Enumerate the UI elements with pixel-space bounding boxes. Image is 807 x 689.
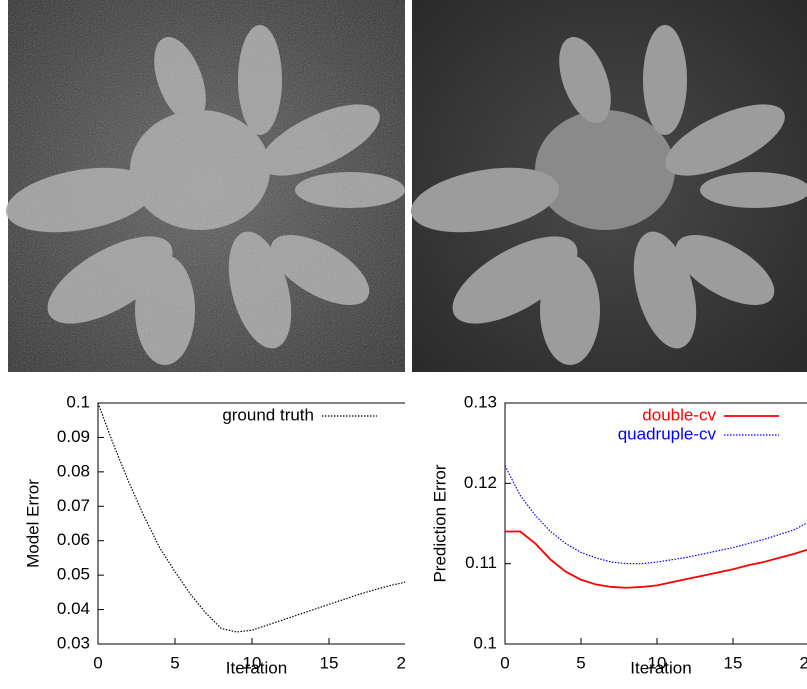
x-tick-label: 5 <box>170 653 179 672</box>
series-line <box>97 402 405 633</box>
x-tick-label: 20 <box>800 653 807 672</box>
legend-label: quadruple-cv <box>618 424 717 443</box>
y-tick-label: 0.11 <box>465 553 497 572</box>
y-tick-label: 0.04 <box>57 599 90 618</box>
chart: 0.03 0.04 0.05 0.06 0.07 0.08 0.09 0.1 0 5 10 15 20 I… <box>23 392 416 677</box>
y-tick-label: 0.13 <box>464 392 497 411</box>
series-line <box>505 530 807 589</box>
y-tick-label: 0.06 <box>57 530 90 549</box>
x-axis-label: Iteration <box>226 658 287 677</box>
y-tick-label: 0.1 <box>66 392 90 411</box>
legend-label: ground truth <box>222 405 314 424</box>
y-tick-label: 0.03 <box>57 633 90 652</box>
y-tick-label: 0.12 <box>464 473 497 492</box>
x-tick-label: 0 <box>93 653 102 672</box>
x-tick-label: 0 <box>500 653 509 672</box>
y-axis-label: Model Error <box>23 479 42 568</box>
plot-frame <box>97 402 405 645</box>
series-line <box>504 465 807 565</box>
y-tick-label: 0.08 <box>57 461 90 480</box>
x-tick-label: 15 <box>724 653 743 672</box>
x-tick-label: 10 <box>648 653 667 672</box>
x-tick-label: 20 <box>397 653 416 672</box>
noisy-image <box>5 0 405 372</box>
x-tick-label: 5 <box>576 653 585 672</box>
x-tick-label: 15 <box>320 653 339 672</box>
y-tick-label: 0.09 <box>57 427 90 446</box>
y-tick-label: 0.1 <box>473 633 497 652</box>
x-axis-label: Iteration <box>630 658 691 677</box>
y-tick-label: 0.07 <box>57 496 90 515</box>
x-tick-label: 10 <box>243 653 262 672</box>
y-tick-label: 0.05 <box>57 565 90 584</box>
legend-label: double-cv <box>642 405 716 424</box>
denoised-image <box>410 0 807 372</box>
chart: 0.1 0.11 0.12 0.13 0 5 10 15 20 Iteration Predicti… <box>430 392 807 677</box>
y-axis-label: Prediction Error <box>430 464 449 582</box>
